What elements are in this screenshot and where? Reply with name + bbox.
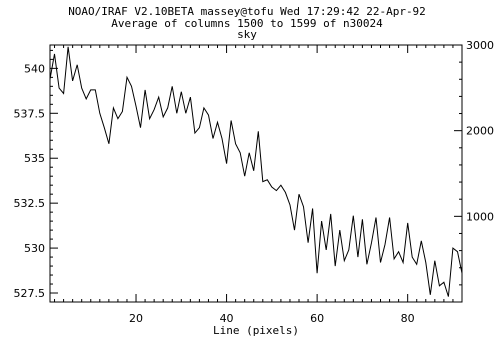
x-axis-label: Line (pixels)	[213, 324, 299, 337]
chart-subtitle: sky	[237, 28, 257, 41]
x-tick-label: 40	[220, 312, 234, 325]
y-tick-label: 537.5	[14, 107, 46, 120]
series-line	[50, 46, 462, 297]
chart-header-line1: NOAO/IRAF V2.10BETA massey@tofu Wed 17:2…	[68, 5, 426, 18]
plot-frame	[49, 44, 463, 303]
series-layer	[50, 46, 462, 297]
y-tick-label: 527.5	[14, 287, 46, 300]
right-y-tick-label: 3000	[466, 39, 494, 52]
right-y-tick-label: 2000	[466, 125, 494, 138]
y-tick-label: 540	[24, 62, 45, 75]
x-tick-label: 20	[129, 312, 143, 325]
y-tick-label: 530	[24, 242, 45, 255]
right-y-tick-label: 1000	[466, 210, 494, 223]
axis-ticks: 20 40 60 80 527.5 530 532.5 535 537.5 540 1000 2000…	[14, 39, 494, 325]
chart-title: Average of columns 1500 to 1599 of n3002…	[111, 17, 383, 30]
x-tick-label: 80	[401, 312, 415, 325]
y-tick-label: 535	[24, 152, 45, 165]
x-tick-label: 60	[310, 312, 324, 325]
y-tick-label: 532.5	[14, 197, 46, 210]
